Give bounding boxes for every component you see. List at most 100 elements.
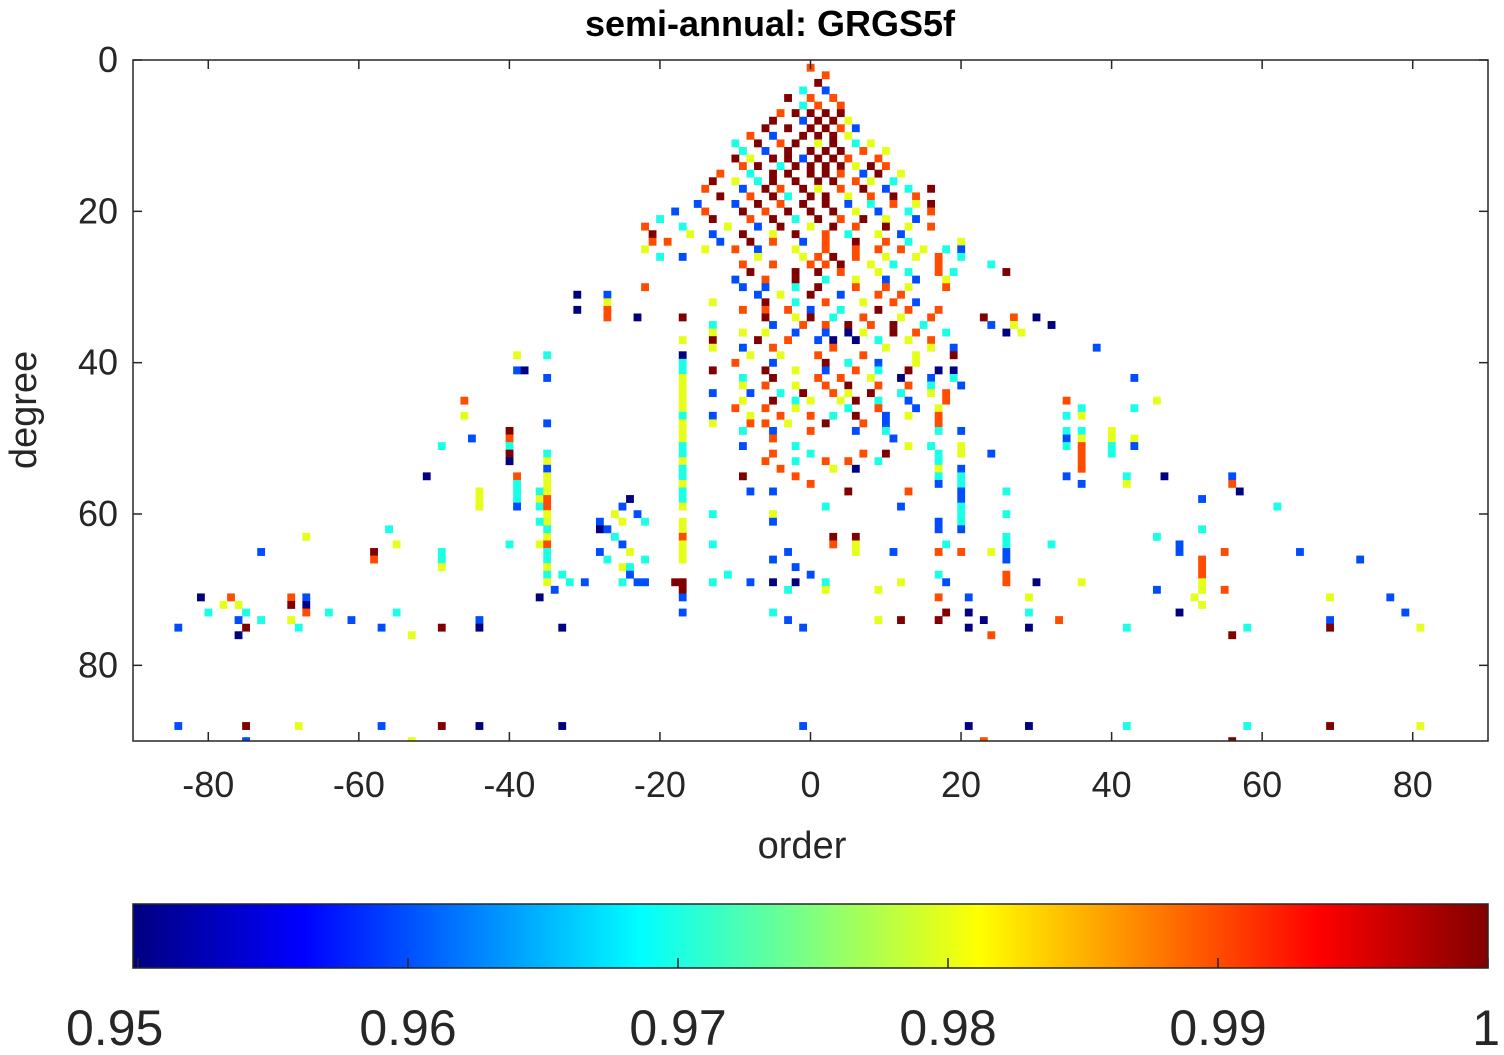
heatmap-cell: [1326, 593, 1334, 602]
heatmap-cell: [889, 192, 898, 201]
heatmap-cell: [934, 479, 943, 488]
heatmap-cell: [1025, 722, 1033, 730]
heatmap-cell: [821, 298, 830, 307]
x-tick-label: -20: [634, 764, 686, 805]
heatmap-cell: [851, 283, 860, 292]
heatmap-cell: [844, 154, 853, 163]
heatmap-cell: [723, 222, 732, 231]
heatmap-cell: [897, 374, 905, 382]
heatmap-cell: [799, 131, 808, 140]
heatmap-cell: [957, 449, 966, 458]
heatmap-cell: [821, 86, 830, 95]
heatmap-cell: [859, 215, 868, 223]
heatmap-cell: [626, 563, 634, 572]
heatmap-cell: [897, 290, 905, 299]
heatmap-cell: [844, 328, 853, 337]
heatmap-cell: [904, 396, 913, 405]
heatmap-cell: [836, 260, 845, 269]
heatmap-cell: [761, 328, 770, 337]
heatmap-cell: [934, 305, 943, 314]
heatmap-cell: [1002, 268, 1011, 276]
heatmap-cell: [678, 540, 687, 549]
heatmap-cell: [874, 268, 883, 276]
x-tick-label: 20: [941, 764, 981, 805]
heatmap-cell: [987, 548, 996, 556]
heatmap-cell: [731, 404, 740, 413]
heatmap-cell: [784, 192, 792, 201]
heatmap-cell: [678, 449, 687, 458]
heatmap-cell: [1228, 472, 1237, 481]
heatmap-cell: [821, 147, 830, 155]
heatmap-cell: [746, 389, 755, 398]
heatmap-cell: [738, 472, 747, 481]
heatmap-cell: [799, 101, 808, 110]
heatmap-cell: [934, 464, 943, 473]
y-ticks: 0 20 40 60 80: [78, 39, 1488, 685]
heatmap-cell: [874, 396, 883, 405]
heatmap-cell: [219, 601, 228, 609]
heatmap-cell: [957, 381, 966, 390]
heatmap-cell: [814, 184, 823, 193]
heatmap-cell: [851, 366, 860, 375]
heatmap-cell: [836, 147, 845, 155]
heatmap-cell: [1009, 313, 1018, 322]
heatmap-cell: [543, 374, 552, 382]
heatmap-cell: [769, 449, 777, 458]
heatmap-cell: [821, 162, 830, 171]
colorbar-tick-label: 0.99: [1169, 1000, 1266, 1050]
heatmap-cell: [934, 268, 943, 276]
heatmap-cell: [505, 426, 514, 435]
heatmap-cell: [769, 116, 777, 125]
heatmap-cell: [678, 411, 687, 420]
heatmap-cell: [904, 381, 913, 390]
heatmap-cell: [287, 616, 296, 625]
heatmap-cell: [641, 222, 649, 231]
heatmap-cell: [882, 283, 890, 292]
heatmap-cell: [851, 411, 860, 420]
heatmap-cell: [678, 419, 687, 428]
heatmap-cell: [678, 457, 687, 466]
heatmap-cell: [475, 722, 484, 730]
heatmap-cell: [942, 396, 951, 405]
heatmap-cell: [791, 139, 800, 148]
heatmap-cell: [754, 199, 762, 208]
heatmap-cell: [1077, 464, 1086, 473]
heatmap-cell: [927, 442, 936, 450]
heatmap-cell: [806, 449, 815, 458]
heatmap-cell: [595, 548, 604, 556]
heatmap-cell: [1107, 426, 1116, 435]
heatmap-cell: [550, 585, 559, 594]
heatmap-cell: [708, 298, 717, 307]
heatmap-cell: [1243, 623, 1252, 632]
heatmap-cell: [904, 222, 913, 231]
heatmap-cell: [257, 548, 266, 556]
heatmap-cell: [851, 548, 860, 556]
heatmap-cell: [851, 139, 860, 148]
heatmap-cell: [708, 540, 717, 549]
heatmap-cell: [836, 305, 845, 314]
y-tick-label: 60: [78, 493, 118, 534]
heatmap-cell: [942, 275, 951, 284]
heatmap-cell: [851, 426, 860, 435]
heatmap-cell: [1198, 570, 1207, 579]
heatmap-cell: [791, 366, 800, 375]
heatmap-cell: [769, 154, 777, 163]
heatmap-cell: [882, 419, 890, 428]
heatmap-cell: [949, 268, 958, 276]
heatmap-cell: [1025, 593, 1033, 602]
heatmap-cell: [844, 321, 853, 329]
heatmap-cell: [776, 464, 785, 473]
heatmap-cell: [919, 321, 928, 329]
heatmap-cell: [754, 222, 762, 231]
heatmap-cell: [904, 366, 913, 375]
heatmap-cell: [761, 381, 770, 390]
heatmap-cell: [731, 154, 740, 163]
heatmap-cell: [874, 381, 883, 390]
heatmap-cell: [829, 252, 838, 261]
heatmap-cell: [678, 434, 687, 443]
heatmap-cell: [874, 457, 883, 466]
x-tick-label: 60: [1242, 764, 1282, 805]
heatmap-cell: [784, 124, 792, 133]
heatmap-cell: [460, 411, 469, 420]
heatmap-cell: [769, 517, 777, 526]
